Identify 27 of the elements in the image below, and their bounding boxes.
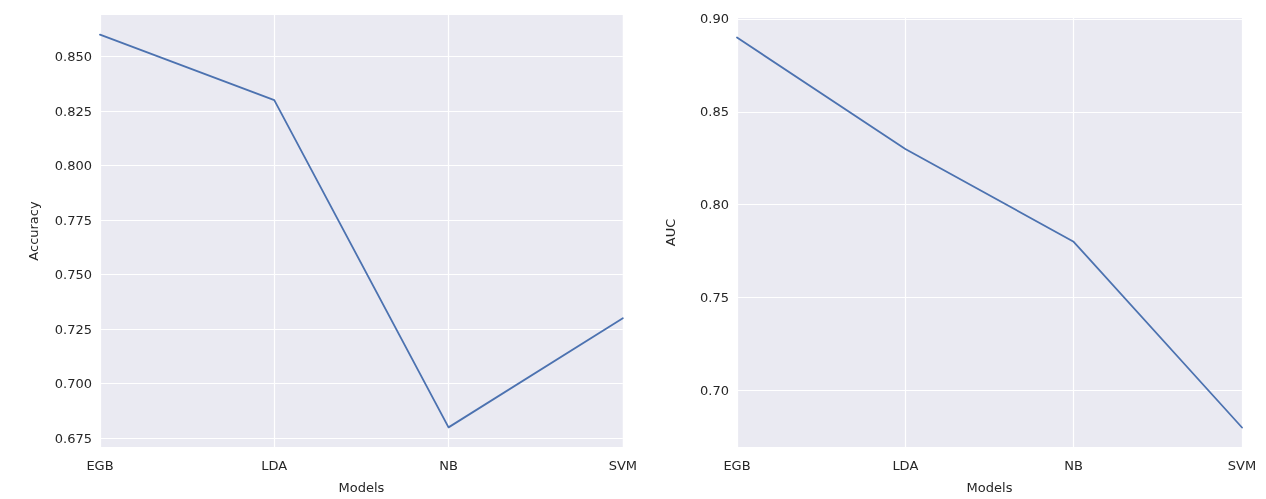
x-tick-label: LDA [261, 458, 288, 473]
line-series [99, 33, 624, 429]
y-tick-label: 0.85 [700, 104, 729, 120]
y-tick-label: 0.700 [54, 376, 92, 392]
y-tick-label: 0.725 [54, 321, 92, 337]
y-tick-label: 0.850 [54, 48, 92, 64]
y-tick-label: 0.750 [54, 267, 92, 283]
y-tick-label: 0.75 [700, 290, 729, 305]
y-tick-label: 0.675 [54, 430, 92, 446]
y-axis-title: Accuracy [26, 201, 41, 261]
x-tick-label: EGB [86, 458, 114, 473]
x-tick-label: NB [439, 458, 458, 473]
x-tick-label: SVM [1227, 458, 1257, 473]
y-tick-label: 0.70 [700, 382, 729, 398]
line-series [736, 36, 1243, 429]
x-tick-label: NB [1064, 458, 1083, 473]
x-tick-label: LDA [892, 458, 919, 473]
y-tick-label: 0.800 [54, 158, 92, 174]
x-axis-title: Models [338, 480, 385, 495]
y-tick-label: 0.825 [54, 103, 92, 119]
x-tick-label: EGB [723, 458, 751, 473]
y-axis-title: AUC [663, 218, 678, 247]
y-tick-label: 0.775 [54, 212, 92, 228]
y-tick-label: 0.80 [700, 197, 729, 213]
x-axis-title: Models [966, 480, 1013, 495]
x-tick-label: SVM [608, 458, 638, 473]
y-tick-label: 0.90 [700, 11, 729, 27]
